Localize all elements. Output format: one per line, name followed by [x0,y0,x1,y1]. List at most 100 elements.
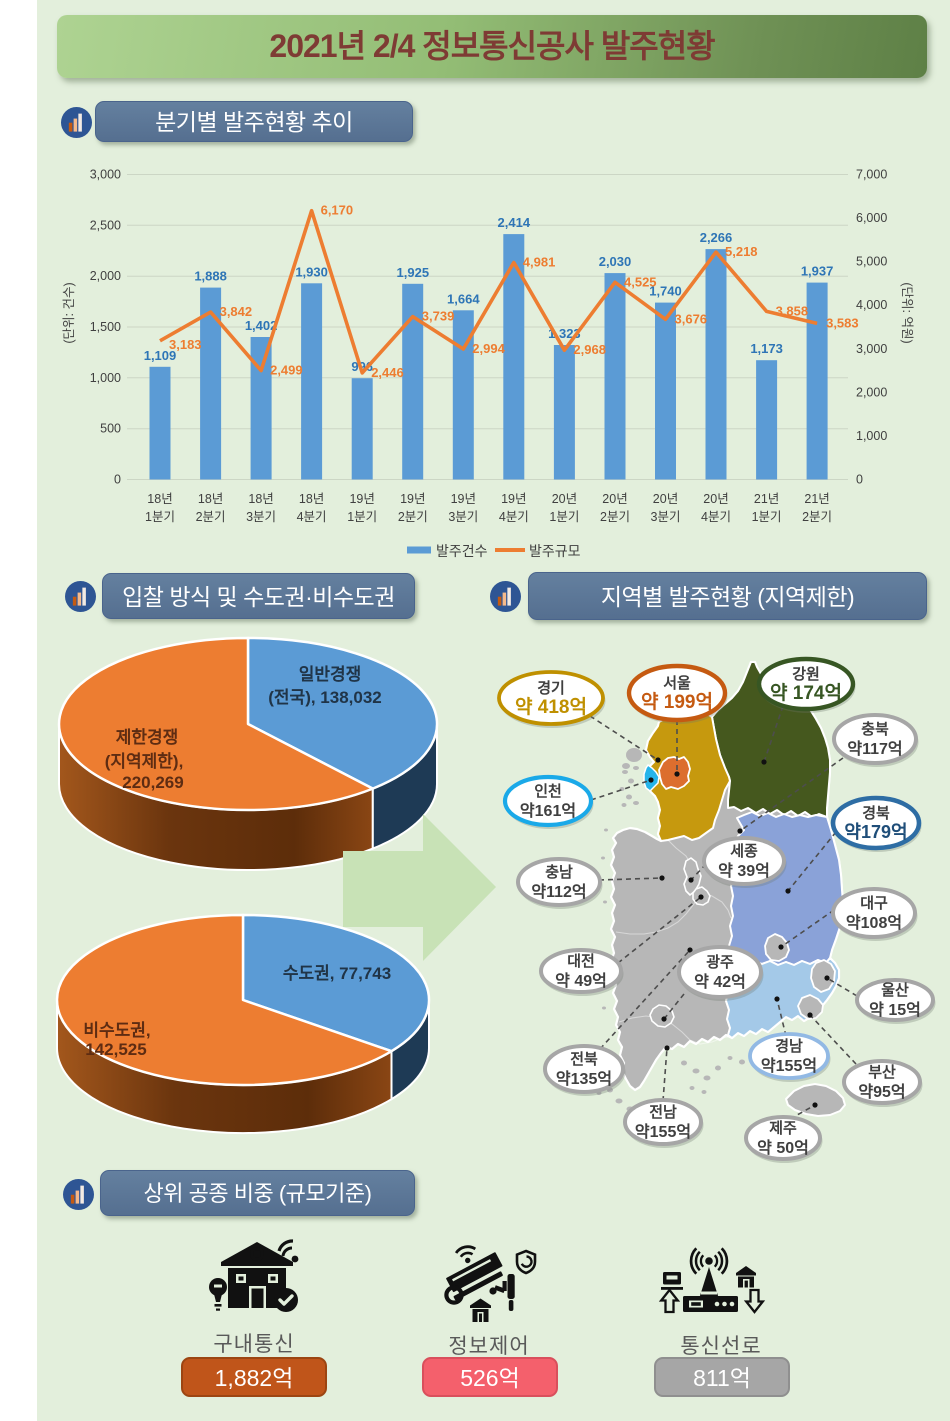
svg-text:3분기: 3분기 [246,510,276,524]
svg-text:2,994: 2,994 [472,341,505,356]
svg-text:약155억: 약155억 [761,1056,817,1075]
svg-text:(전국), 138,032: (전국), 138,032 [268,688,382,707]
svg-text:220,269: 220,269 [122,773,183,792]
svg-text:서울: 서울 [663,675,691,692]
svg-text:(단위: 건수): (단위: 건수) [62,282,76,343]
svg-text:20년: 20년 [703,492,728,506]
svg-text:1,000: 1,000 [856,429,887,443]
svg-text:3,000: 3,000 [90,168,121,182]
svg-text:5,218: 5,218 [725,244,758,259]
svg-text:996: 996 [351,359,373,374]
svg-text:1분기: 1분기 [347,510,377,524]
svg-text:2,500: 2,500 [90,218,121,232]
svg-text:전북: 전북 [570,1051,598,1068]
svg-text:약112억: 약112억 [531,882,586,901]
svg-text:2,000: 2,000 [90,269,121,283]
svg-text:1,937: 1,937 [801,264,834,279]
svg-text:3,739: 3,739 [422,309,455,324]
svg-text:2분기: 2분기 [600,510,630,524]
svg-text:발주건수: 발주건수 [436,543,488,559]
svg-text:18년: 18년 [198,492,223,506]
svg-text:대구: 대구 [860,895,888,912]
svg-text:3,000: 3,000 [856,342,887,356]
svg-text:4분기: 4분기 [701,510,731,524]
svg-text:수도권, 77,743: 수도권, 77,743 [283,964,391,983]
svg-text:0: 0 [114,473,121,487]
svg-text:0: 0 [856,473,863,487]
svg-text:제주: 제주 [769,1120,797,1137]
svg-text:3,676: 3,676 [675,311,708,326]
svg-text:3분기: 3분기 [448,510,478,524]
svg-text:약 418억: 약 418억 [515,696,587,718]
svg-text:1분기: 1분기 [752,510,782,524]
svg-text:1,500: 1,500 [90,320,121,334]
svg-text:18년: 18년 [147,492,172,506]
svg-text:(단위: 억원): (단위: 억원) [900,282,914,343]
svg-text:20년: 20년 [602,492,627,506]
svg-text:19년: 19년 [349,492,374,506]
svg-text:18년: 18년 [248,492,273,506]
svg-text:4,981: 4,981 [523,255,556,270]
svg-text:2,000: 2,000 [856,385,887,399]
svg-text:4분기: 4분기 [297,510,327,524]
svg-text:약117억: 약117억 [847,739,902,758]
svg-text:19년: 19년 [400,492,425,506]
svg-text:1,173: 1,173 [750,341,783,356]
svg-text:18년: 18년 [299,492,324,506]
svg-text:500: 500 [100,422,121,436]
svg-text:약 199억: 약 199억 [641,691,713,713]
svg-text:약95억: 약95억 [858,1082,905,1101]
svg-text:2분기: 2분기 [398,510,428,524]
svg-text:5,000: 5,000 [856,255,887,269]
svg-text:1분기: 1분기 [549,510,579,524]
svg-text:약 42억: 약 42억 [694,972,746,991]
svg-text:7,000: 7,000 [856,168,887,182]
svg-text:2분기: 2분기 [196,510,226,524]
svg-text:3,858: 3,858 [776,303,809,318]
svg-text:발주규모: 발주규모 [529,543,581,559]
svg-text:19년: 19년 [501,492,526,506]
svg-text:20년: 20년 [552,492,577,506]
svg-text:경북: 경북 [862,804,890,822]
svg-text:약 50억: 약 50억 [757,1138,809,1157]
svg-text:부산: 부산 [868,1064,896,1081]
svg-text:2분기: 2분기 [802,510,832,524]
svg-text:약 174억: 약 174억 [770,682,842,704]
svg-text:세종: 세종 [730,843,758,860]
svg-text:약179억: 약179억 [844,821,907,842]
svg-text:비수도권,: 비수도권, [83,1021,150,1040]
svg-text:20년: 20년 [653,492,678,506]
svg-text:1,000: 1,000 [90,371,121,385]
svg-text:약155억: 약155억 [635,1122,691,1141]
svg-text:약161억: 약161억 [520,801,576,820]
svg-text:1,109: 1,109 [144,348,177,363]
svg-text:경남: 경남 [775,1037,803,1055]
svg-text:약135억: 약135억 [556,1069,612,1088]
svg-text:1,930: 1,930 [295,264,328,279]
svg-text:2,446: 2,446 [371,365,404,380]
svg-text:3,583: 3,583 [826,315,859,330]
svg-text:약 39억: 약 39억 [718,861,770,880]
svg-text:울산: 울산 [881,982,909,999]
svg-text:6,170: 6,170 [321,203,354,218]
svg-text:일반경쟁: 일반경쟁 [299,665,362,684]
svg-text:약 49억: 약 49억 [555,971,607,990]
svg-text:경기: 경기 [537,679,565,697]
svg-text:인천: 인천 [534,782,562,800]
svg-text:1,402: 1,402 [245,318,278,333]
svg-text:약108억: 약108억 [846,913,902,932]
svg-text:2,030: 2,030 [599,254,632,269]
svg-text:4,000: 4,000 [856,298,887,312]
svg-text:21년: 21년 [804,492,829,506]
svg-text:2,968: 2,968 [573,342,606,357]
svg-text:1,740: 1,740 [649,284,682,299]
svg-text:2,414: 2,414 [498,215,531,230]
svg-text:대전: 대전 [567,953,595,970]
svg-text:4,525: 4,525 [624,274,657,289]
svg-text:충북: 충북 [861,721,889,738]
svg-text:1,888: 1,888 [194,269,227,284]
svg-text:4분기: 4분기 [499,510,529,524]
svg-text:약 15억: 약 15억 [869,1000,921,1019]
svg-text:1,664: 1,664 [447,291,480,306]
svg-text:1분기: 1분기 [145,510,175,524]
